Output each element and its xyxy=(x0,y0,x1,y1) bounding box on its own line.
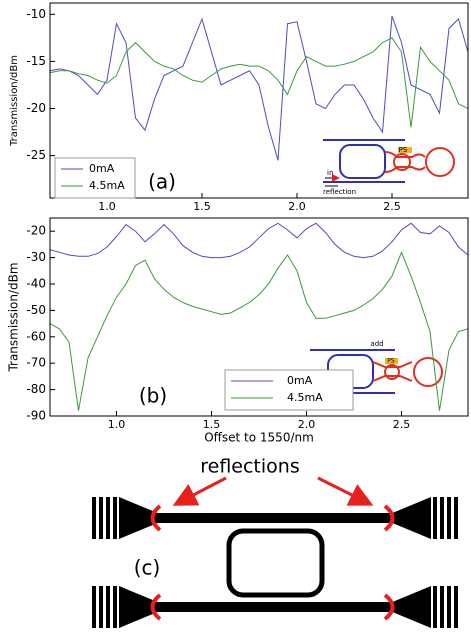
y-tick-label: -20 xyxy=(26,224,46,238)
series-line xyxy=(50,250,468,411)
x-tick-label: 1.0 xyxy=(108,418,126,431)
inset-b xyxy=(310,349,443,394)
x-axis-label: Offset to 1550/nm xyxy=(204,431,314,445)
inset-label: reflection xyxy=(323,188,356,196)
y-tick-label: -80 xyxy=(26,382,46,396)
legend-label: 4.5mA xyxy=(287,391,323,404)
inset-label: add xyxy=(370,340,383,348)
y-tick-label: -90 xyxy=(26,409,46,423)
diagram-c: reflections (c) xyxy=(92,456,458,628)
inset-a xyxy=(323,139,455,187)
plot-frame xyxy=(49,217,469,417)
x-tick-label: 2.5 xyxy=(383,200,401,213)
legend-label: 0mA xyxy=(89,162,115,175)
panel-label: (c) xyxy=(134,556,161,580)
y-axis-label: Transmission/dBm xyxy=(7,262,21,372)
series-line xyxy=(50,16,468,161)
y-tick-label: -50 xyxy=(26,303,46,317)
x-tick-label: 1.5 xyxy=(193,200,211,213)
series-line xyxy=(50,37,468,128)
inset-label: in xyxy=(327,169,333,177)
x-tick-label: 2.0 xyxy=(288,200,306,213)
x-tick-label: 1.5 xyxy=(203,418,221,431)
plot-frame xyxy=(49,2,469,199)
series-line xyxy=(50,222,468,259)
x-tick-label: 1.0 xyxy=(98,200,116,213)
y-axis-label: Transmission/dBm xyxy=(9,55,20,147)
y-tick-label: -20 xyxy=(26,101,46,115)
y-tick-label: -70 xyxy=(26,356,46,370)
panel-label: (a) xyxy=(148,170,176,194)
legend-box xyxy=(54,157,136,199)
reflections-label: reflections xyxy=(200,456,299,478)
y-tick-label: -40 xyxy=(26,277,46,291)
panel-label: (b) xyxy=(139,384,167,408)
chart: -90 -80 -70 -60 -50 -40 -30 -20 1.0 1.5 2.0 2.5 Tran… xyxy=(7,217,469,445)
x-tick-label: 2.0 xyxy=(298,418,316,431)
y-tick-label: -25 xyxy=(26,148,46,162)
legend-label: 4.5mA xyxy=(89,179,125,192)
chart: -25 -20 -15 -10 1.0 1.5 2.0 2.5 Transmission/dBm… xyxy=(9,2,469,213)
y-tick-label: -15 xyxy=(26,54,46,68)
inset-label: PS xyxy=(387,358,395,365)
y-tick-label: -60 xyxy=(26,329,46,343)
legend-label: 0mA xyxy=(287,374,313,387)
inset-label: PS xyxy=(399,146,408,154)
y-tick-label: -30 xyxy=(26,250,46,264)
legend-box xyxy=(224,369,354,411)
y-tick-label: -10 xyxy=(26,7,46,21)
x-tick-label: 2.5 xyxy=(393,418,411,431)
